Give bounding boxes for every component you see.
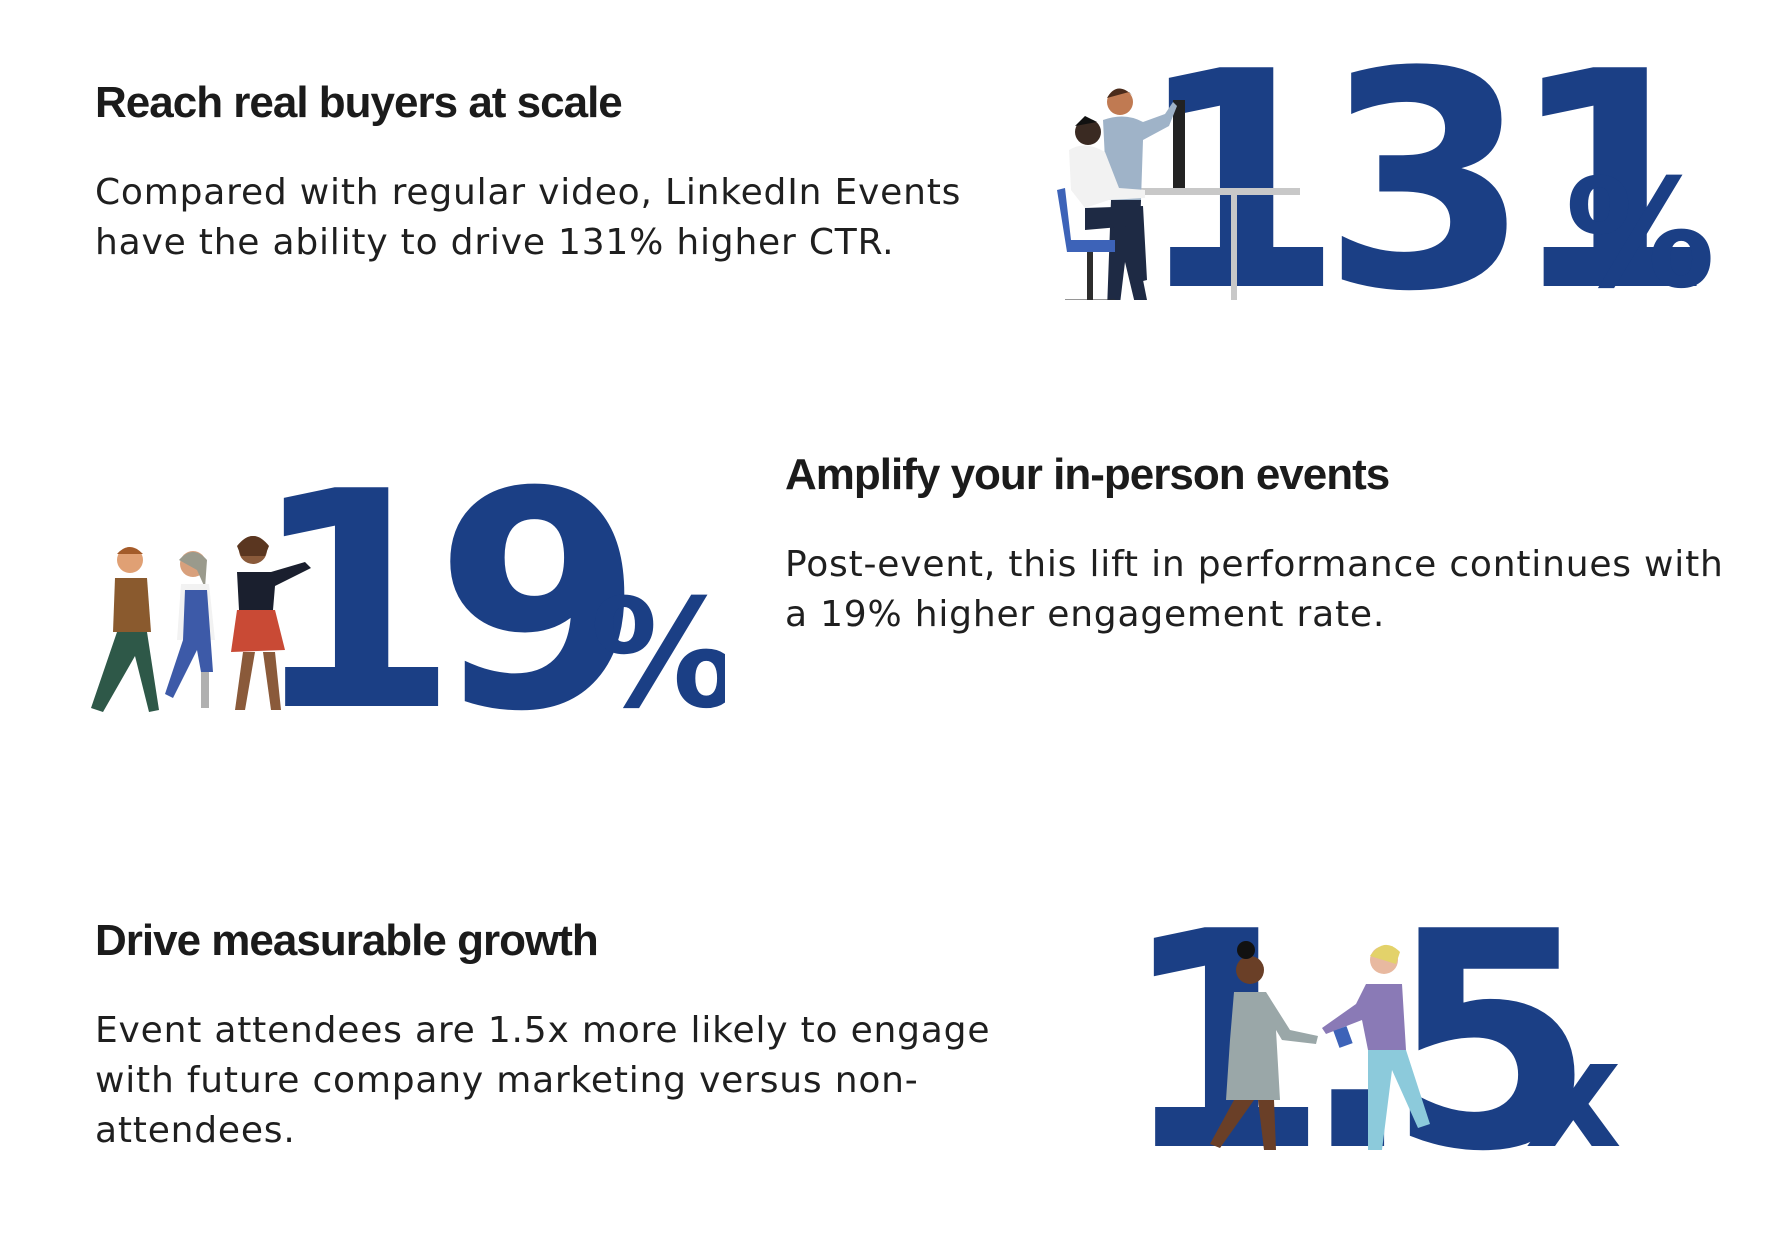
stat-suffix: x bbox=[1525, 1008, 1622, 1160]
stat-suffix: % bbox=[590, 568, 725, 720]
stat-section-growth: Drive measurable growth Event attendees … bbox=[0, 840, 1788, 1236]
section-description: Event attendees are 1.5x more likely to … bbox=[95, 1010, 991, 1151]
stat-section-engagement: 19 % Amplify your in-person events Post-… bbox=[0, 420, 1788, 750]
stat-section-ctr: Reach real buyers at scale Compared with… bbox=[0, 0, 1788, 330]
person-at-desk-illustration bbox=[1057, 88, 1300, 300]
handshake-illustration bbox=[1210, 941, 1430, 1150]
section-heading: Amplify your in-person events bbox=[785, 450, 1390, 499]
stat-131-graphic: 131 % bbox=[1057, 40, 1723, 300]
section-heading: Reach real buyers at scale bbox=[95, 78, 623, 127]
stat-suffix: % bbox=[1565, 148, 1715, 300]
people-walking-illustration bbox=[91, 536, 311, 712]
section-description: Post-event, this lift in performance con… bbox=[785, 544, 1724, 635]
stat-number: 19 bbox=[250, 460, 627, 720]
section-description: Compared with regular video, LinkedIn Ev… bbox=[95, 172, 962, 263]
stat-number: 1.5 bbox=[1130, 900, 1579, 1160]
section-heading: Drive measurable growth bbox=[95, 916, 599, 965]
stat-19-graphic: 19 % bbox=[91, 460, 725, 720]
stat-1-5x-graphic: 1.5 x bbox=[1130, 900, 1622, 1160]
